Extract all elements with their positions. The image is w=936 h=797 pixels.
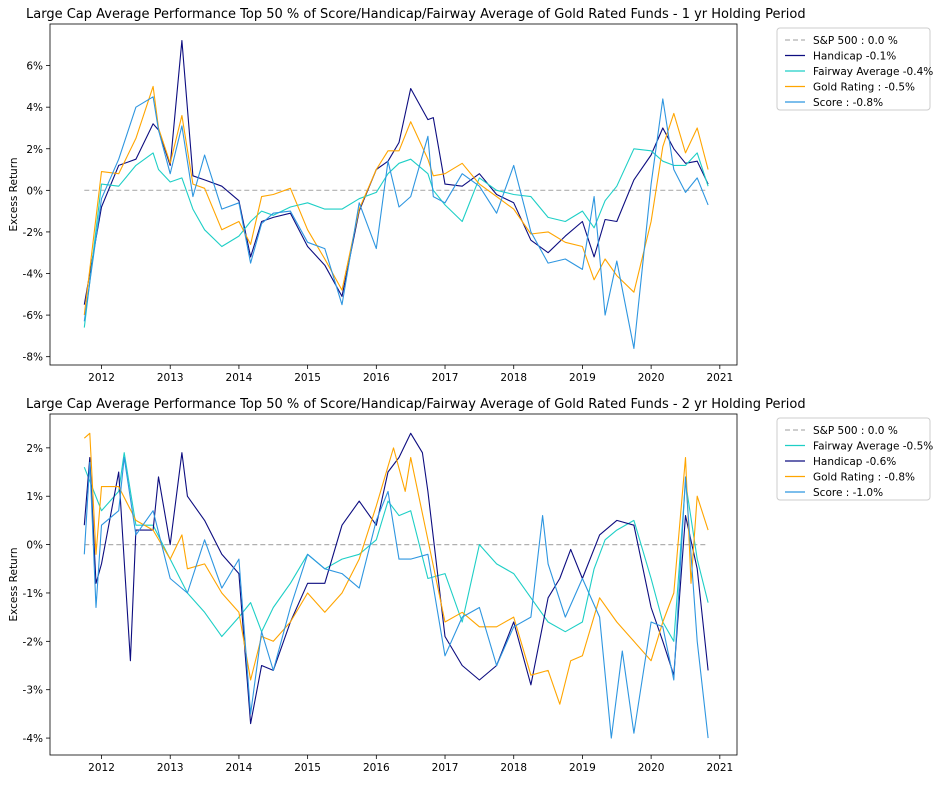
legend-entry-2: Fairway Average -0.4% bbox=[813, 66, 933, 78]
plot-frame bbox=[49, 413, 738, 756]
x-tick-label: 2021 bbox=[706, 762, 733, 774]
y-tick-label: -3% bbox=[23, 685, 43, 697]
y-tick-label: -4% bbox=[23, 269, 43, 281]
series-line-1 bbox=[83, 40, 709, 305]
legend-entry-3: Gold Rating : -0.8% bbox=[813, 472, 915, 484]
y-tick-label: 0% bbox=[26, 185, 43, 197]
x-tick-label: 2021 bbox=[706, 372, 733, 384]
y-tick-label: -8% bbox=[23, 352, 43, 364]
x-tick-label: 2013 bbox=[157, 762, 184, 774]
x-tick-label: 2018 bbox=[500, 762, 527, 774]
series-line-3 bbox=[83, 432, 709, 705]
plot-frame bbox=[49, 23, 738, 366]
x-tick-label: 2019 bbox=[569, 372, 596, 384]
y-axis-label: Excess Return bbox=[8, 157, 20, 231]
x-tick-label: 2017 bbox=[432, 762, 459, 774]
x-tick-label: 2017 bbox=[432, 372, 459, 384]
x-tick-label: 2016 bbox=[363, 762, 390, 774]
legend-entry-0: S&P 500 : 0.0 % bbox=[813, 35, 898, 47]
y-tick-label: -6% bbox=[23, 310, 43, 322]
x-tick-label: 2015 bbox=[294, 372, 321, 384]
x-tick-label: 2020 bbox=[638, 372, 665, 384]
y-tick-label: -2% bbox=[23, 227, 43, 239]
y-tick-label: -2% bbox=[23, 636, 43, 648]
legend-entry-1: Fairway Average -0.5% bbox=[813, 441, 933, 453]
y-tick-label: 1% bbox=[26, 491, 43, 503]
x-tick-label: 2014 bbox=[226, 762, 253, 774]
series-line-3 bbox=[83, 85, 709, 316]
x-tick-label: 2020 bbox=[638, 762, 665, 774]
y-tick-label: 2% bbox=[26, 144, 43, 156]
x-tick-label: 2019 bbox=[569, 762, 596, 774]
legend-box bbox=[776, 27, 931, 111]
chart-title: Large Cap Average Performance Top 50 % o… bbox=[26, 7, 806, 22]
legend-entry-3: Gold Rating : -0.5% bbox=[813, 82, 915, 94]
series-line-2 bbox=[83, 432, 709, 725]
x-tick-label: 2012 bbox=[88, 762, 115, 774]
series-line-4 bbox=[83, 96, 709, 349]
y-tick-label: 6% bbox=[26, 61, 43, 73]
y-tick-label: 0% bbox=[26, 540, 43, 552]
x-tick-label: 2016 bbox=[363, 372, 390, 384]
x-tick-label: 2015 bbox=[294, 762, 321, 774]
y-tick-label: 2% bbox=[26, 443, 43, 455]
legend-entry-0: S&P 500 : 0.0 % bbox=[813, 425, 898, 437]
x-tick-label: 2012 bbox=[88, 372, 115, 384]
series-line-4 bbox=[83, 456, 709, 739]
y-tick-label: -1% bbox=[23, 588, 43, 600]
y-tick-label: -4% bbox=[23, 733, 43, 745]
legend-entry-2: Handicap -0.6% bbox=[813, 456, 896, 468]
y-tick-label: 4% bbox=[26, 102, 43, 114]
series-line-2 bbox=[83, 148, 709, 328]
legend-entry-4: Score : -0.8% bbox=[813, 97, 883, 109]
chart-title: Large Cap Average Performance Top 50 % o… bbox=[26, 397, 806, 412]
x-tick-label: 2014 bbox=[226, 372, 253, 384]
y-axis-label: Excess Return bbox=[8, 547, 20, 621]
legend-entry-4: Score : -1.0% bbox=[813, 487, 883, 499]
legend-entry-1: Handicap -0.1% bbox=[813, 51, 896, 63]
legend-box bbox=[776, 417, 931, 501]
x-tick-label: 2018 bbox=[500, 372, 527, 384]
x-tick-label: 2013 bbox=[157, 372, 184, 384]
